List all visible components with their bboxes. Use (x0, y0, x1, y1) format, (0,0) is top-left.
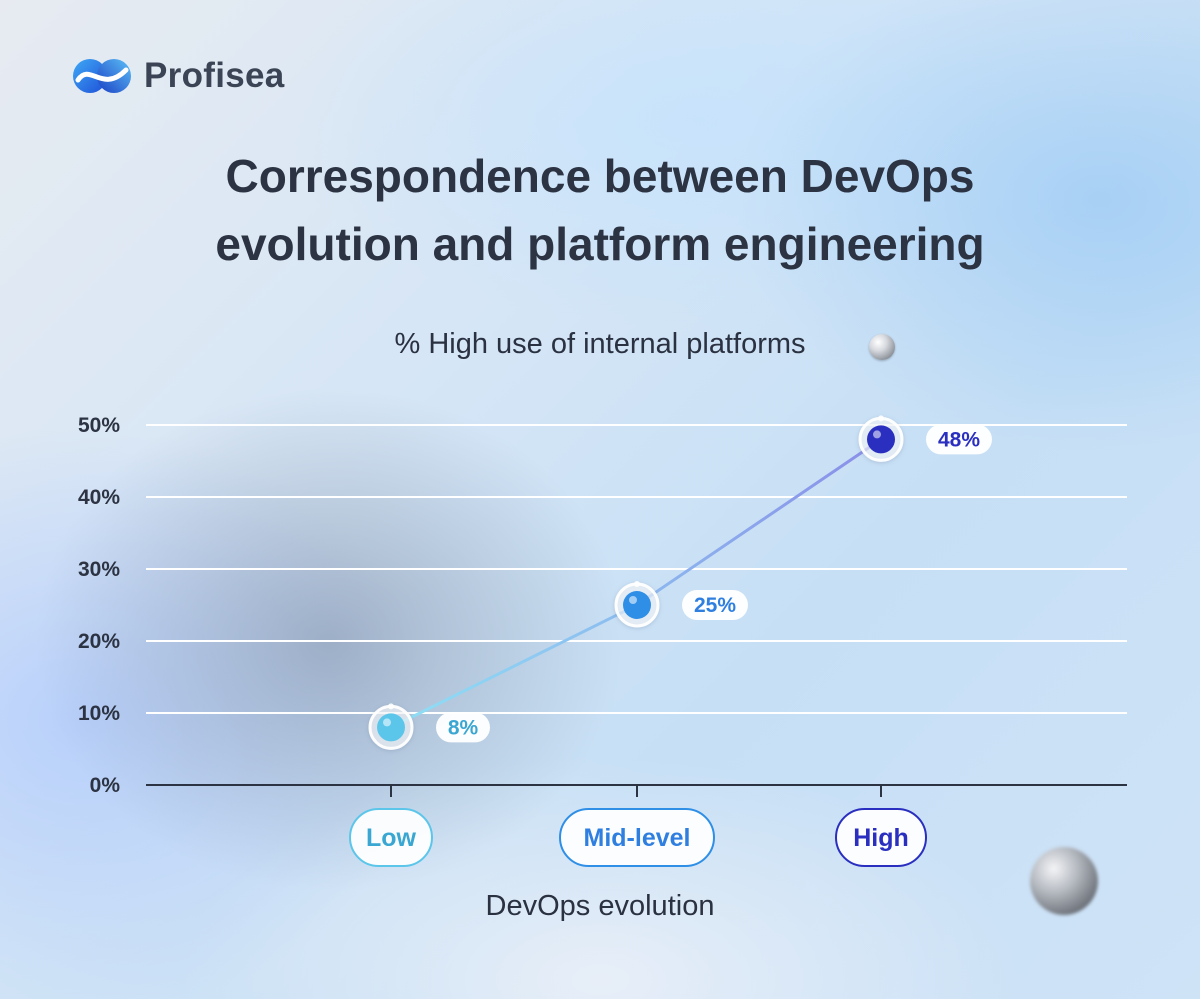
data-point (614, 581, 660, 628)
title-line-2: evolution and platform engineering (215, 218, 985, 270)
data-point (858, 415, 904, 462)
point-highlight (383, 718, 391, 727)
grid-lines (146, 424, 1127, 714)
point-dot (867, 425, 895, 454)
point-dot (377, 713, 405, 742)
x-category-pill (349, 808, 433, 867)
data-label: 48% (926, 424, 992, 455)
data-label-text: 48% (938, 428, 980, 451)
page-title: Correspondence between DevOps evolution … (0, 142, 1200, 278)
x-category-pill (835, 808, 927, 867)
x-category: Low (349, 808, 433, 867)
data-label: 25% (682, 590, 748, 620)
decorative-sphere (1030, 847, 1098, 915)
data-label-pill (436, 712, 490, 743)
y-axis: 0% 10% 20% 30% 40% 50% (78, 414, 120, 797)
brand-logo: Profisea (72, 54, 285, 98)
chart-title: % High use of internal platforms (394, 328, 806, 360)
title-line-1: Correspondence between DevOps (225, 150, 975, 202)
profisea-logo-icon (73, 59, 131, 93)
y-tick-label: 10% (78, 702, 120, 725)
point-highlight (629, 596, 637, 604)
y-tick-label: 20% (78, 630, 120, 653)
y-tick-label: 0% (90, 774, 121, 797)
y-tick-label: 40% (78, 486, 120, 509)
data-point (368, 703, 414, 750)
x-category-pill (559, 808, 715, 867)
x-axis-title: DevOps evolution (485, 890, 715, 922)
brand-name: Profisea (144, 56, 285, 95)
silver-orb-icon (869, 334, 895, 360)
point-dot (623, 591, 651, 619)
x-category-label: High (853, 824, 909, 852)
point-highlight (873, 430, 881, 439)
x-category: High (835, 808, 927, 867)
x-category: Mid-level (559, 808, 715, 867)
data-labels: 8% 25% 48% (436, 424, 992, 743)
data-label: 8% (436, 712, 490, 743)
data-points (368, 415, 904, 750)
data-label-text: 8% (448, 716, 479, 739)
y-tick-label: 30% (78, 558, 120, 581)
x-categories: Low Mid-level High (349, 808, 927, 867)
x-category-label: Low (366, 824, 417, 852)
x-category-label: Mid-level (584, 824, 691, 852)
data-label-pill (682, 590, 748, 620)
data-label-pill (926, 424, 992, 455)
point-sparkle (388, 703, 394, 710)
data-label-text: 25% (694, 594, 736, 617)
point-sparkle (878, 415, 884, 422)
point-sparkle (634, 581, 640, 587)
y-tick-label: 50% (78, 414, 120, 437)
x-axis (146, 784, 1127, 797)
